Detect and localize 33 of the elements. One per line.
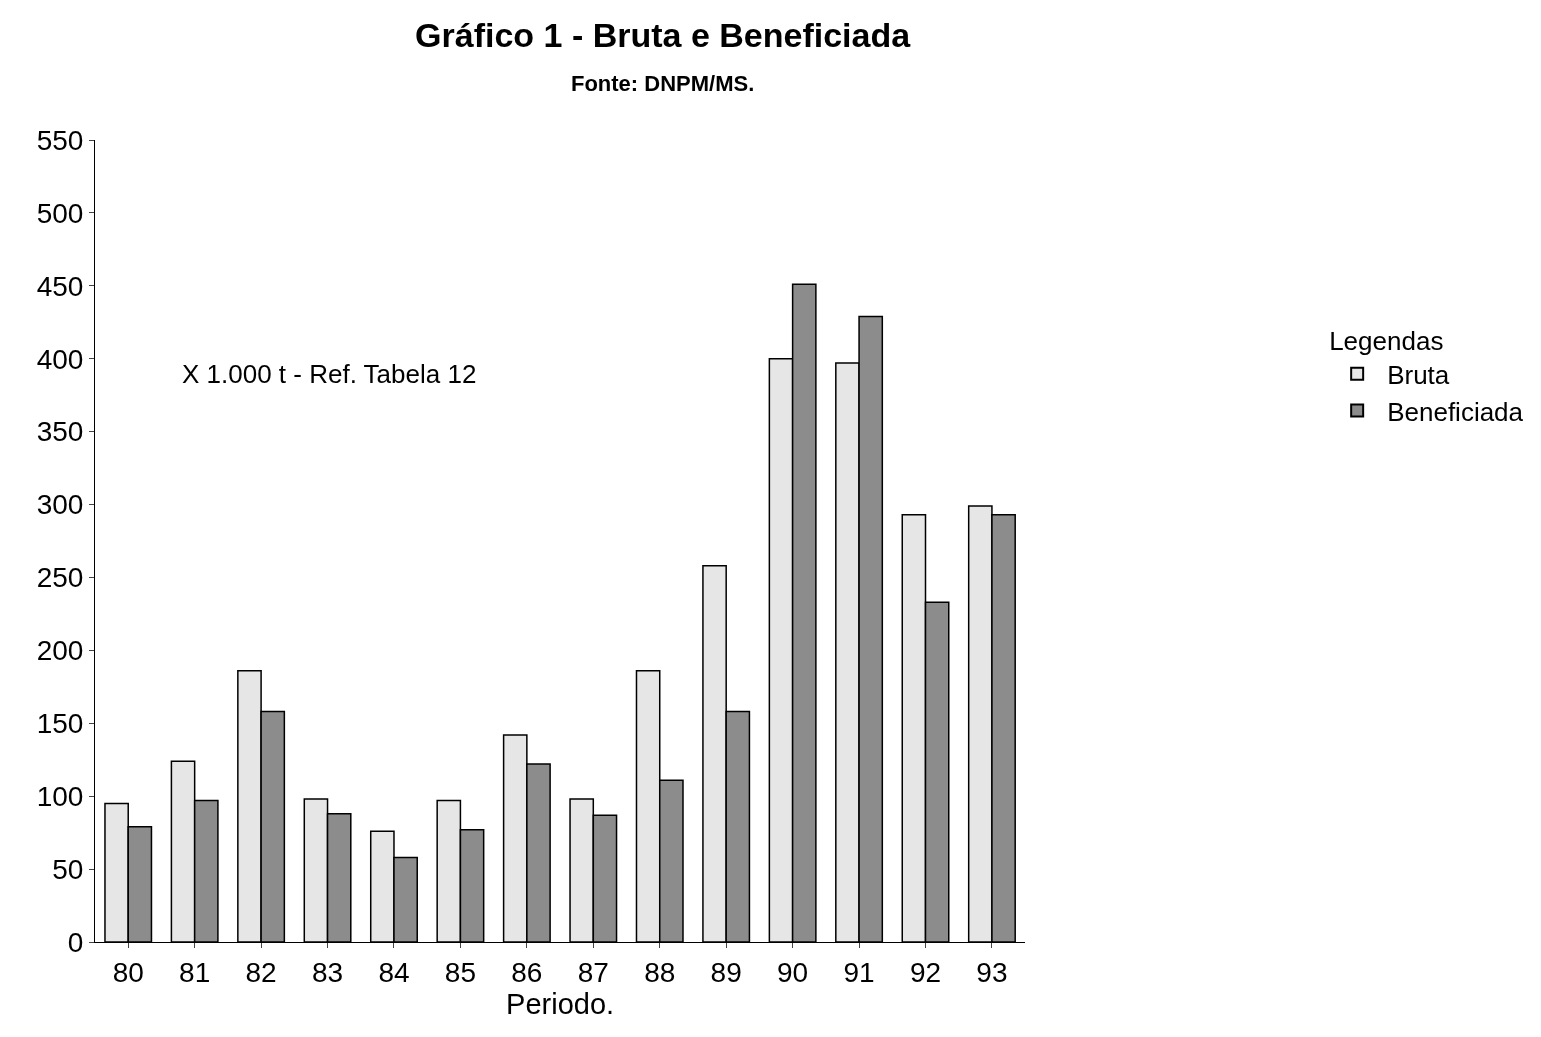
x-tick-label: 87 bbox=[577, 956, 609, 988]
y-tick-label: 50 bbox=[52, 853, 84, 885]
y-tick-label: 550 bbox=[36, 124, 84, 156]
y-tick-label: 300 bbox=[36, 489, 84, 521]
x-tick-label: 86 bbox=[511, 956, 543, 988]
chart-title: Gráfico 1 - Bruta e Beneficiada bbox=[415, 15, 912, 54]
x-tick-label: 89 bbox=[710, 956, 742, 988]
y-tick-label: 150 bbox=[36, 708, 84, 740]
x-tick-label: 90 bbox=[777, 956, 809, 988]
x-tick-label: 84 bbox=[378, 956, 410, 988]
x-tick-label: 85 bbox=[444, 956, 476, 988]
x-tick-label: 83 bbox=[311, 956, 344, 988]
y-tick-label: 350 bbox=[36, 416, 84, 448]
x-tick-label: 80 bbox=[112, 956, 144, 988]
chart-subtitle: Fonte: DNPM/MS. bbox=[570, 70, 755, 96]
x-axis-title: Periodo. bbox=[506, 987, 615, 1020]
y-tick-label: 400 bbox=[36, 343, 84, 375]
y-tick-label: 200 bbox=[36, 635, 84, 667]
y-tick-label: 500 bbox=[36, 197, 84, 229]
annotation: X 1.000 t - Ref. Tabela 12 bbox=[182, 359, 477, 389]
y-tick-label: 100 bbox=[36, 780, 84, 812]
x-tick-label: 92 bbox=[909, 956, 942, 988]
y-tick-label: 0 bbox=[67, 926, 84, 958]
x-tick-label: 88 bbox=[644, 956, 676, 988]
x-tick-label: 93 bbox=[976, 956, 1008, 988]
legend-label: Beneficiada bbox=[1387, 396, 1524, 427]
x-tick-label: 82 bbox=[245, 956, 277, 988]
legend-label: Bruta bbox=[1387, 359, 1450, 390]
x-tick-label: 81 bbox=[179, 956, 211, 988]
x-tick-label: 91 bbox=[843, 956, 875, 988]
legend-title: Legendas bbox=[1329, 326, 1444, 357]
y-tick-label: 250 bbox=[36, 562, 84, 594]
y-tick-label: 450 bbox=[36, 270, 84, 302]
